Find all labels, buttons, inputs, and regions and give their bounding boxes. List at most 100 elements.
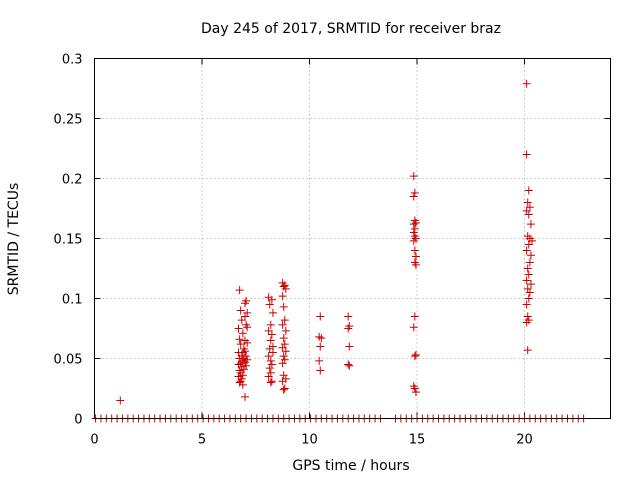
data-point — [523, 264, 532, 273]
data-point — [279, 385, 288, 394]
data-point — [524, 240, 533, 249]
data-point — [234, 324, 243, 333]
data-point — [522, 318, 531, 327]
data-point — [235, 286, 244, 295]
data-point — [241, 312, 249, 321]
data-point — [281, 284, 290, 293]
data-point — [281, 326, 290, 335]
data-point — [526, 280, 535, 289]
data-point — [239, 354, 248, 363]
data-point — [409, 323, 418, 332]
data-point — [317, 334, 326, 343]
data-point — [280, 340, 289, 349]
x-tick-label: 20 — [516, 433, 533, 448]
data-point — [411, 218, 420, 227]
data-point — [279, 371, 288, 380]
data-point — [410, 224, 419, 233]
data-point — [280, 384, 289, 393]
data-point — [266, 320, 275, 329]
data-point — [242, 296, 251, 305]
data-point — [238, 380, 247, 389]
data-point — [278, 292, 287, 301]
data-point — [264, 326, 273, 335]
data-point — [411, 350, 420, 359]
data-point — [280, 281, 289, 290]
axis-ticks: 0 0.05 0.1 0.15 0.2 0.25 0.3 0 5 10 15 20 — [54, 53, 611, 448]
data-point — [279, 352, 288, 361]
data-point — [266, 356, 275, 365]
data-point — [315, 356, 324, 365]
data-point — [344, 360, 353, 369]
data-point — [280, 355, 289, 364]
x-tick-label: 0 — [90, 433, 98, 448]
data-point — [525, 258, 534, 267]
data-point — [526, 220, 535, 229]
data-point — [239, 365, 248, 374]
data-point — [267, 295, 276, 304]
data-point — [316, 342, 325, 351]
data-point — [278, 359, 287, 368]
data-point — [236, 377, 245, 386]
data-point — [315, 332, 324, 341]
data-point — [243, 308, 252, 317]
data-point — [344, 312, 353, 321]
data-point — [238, 348, 247, 357]
data-point — [280, 316, 289, 325]
data-point — [524, 294, 533, 303]
data-point — [411, 252, 420, 261]
y-tick-label: 0.1 — [62, 293, 83, 308]
data-point — [410, 188, 419, 197]
data-point — [316, 312, 325, 321]
y-axis-label: SRMTID / TECUs — [6, 183, 22, 296]
y-tick-label: 0.25 — [54, 113, 83, 128]
plot-frame — [94, 58, 611, 419]
data-point — [524, 210, 533, 219]
data-point — [525, 203, 534, 212]
y-tick-label: 0.05 — [54, 353, 83, 368]
data-point — [345, 361, 354, 370]
data-point — [266, 336, 275, 345]
data-point — [409, 236, 418, 245]
data-point — [243, 355, 252, 364]
data-point — [238, 329, 247, 338]
data-point — [524, 186, 533, 195]
data-point — [522, 300, 531, 309]
data-point — [267, 377, 276, 386]
data-point — [236, 340, 245, 349]
data-point — [281, 347, 290, 356]
data-point — [526, 251, 535, 260]
data-point — [523, 346, 532, 355]
data-point — [411, 388, 420, 397]
data-point — [522, 79, 531, 88]
data-point — [528, 236, 537, 245]
data-point — [278, 343, 287, 352]
data-points — [91, 79, 588, 423]
data-point — [265, 300, 274, 309]
data-point — [241, 347, 249, 356]
data-point — [279, 334, 288, 343]
data-point — [523, 198, 532, 207]
data-point — [522, 206, 531, 215]
data-point — [278, 377, 287, 386]
data-point — [267, 360, 276, 369]
data-point — [410, 352, 419, 361]
data-point — [266, 368, 275, 377]
data-point — [409, 192, 418, 201]
y-tick-label: 0.2 — [62, 173, 83, 188]
data-point — [235, 335, 244, 344]
data-point — [344, 324, 353, 333]
chart-title: Day 245 of 2017, SRMTID for receiver bra… — [201, 21, 501, 37]
data-point — [267, 330, 276, 339]
data-point — [268, 308, 277, 317]
data-point — [345, 342, 354, 351]
x-tick-label: 15 — [409, 433, 426, 448]
data-point — [243, 323, 252, 332]
data-point — [116, 396, 125, 405]
data-point — [243, 338, 252, 347]
data-point — [241, 392, 249, 401]
x-tick-label: 10 — [301, 433, 318, 448]
data-point — [410, 384, 419, 393]
data-point — [409, 228, 418, 237]
data-point — [266, 378, 275, 387]
data-point — [278, 320, 287, 329]
